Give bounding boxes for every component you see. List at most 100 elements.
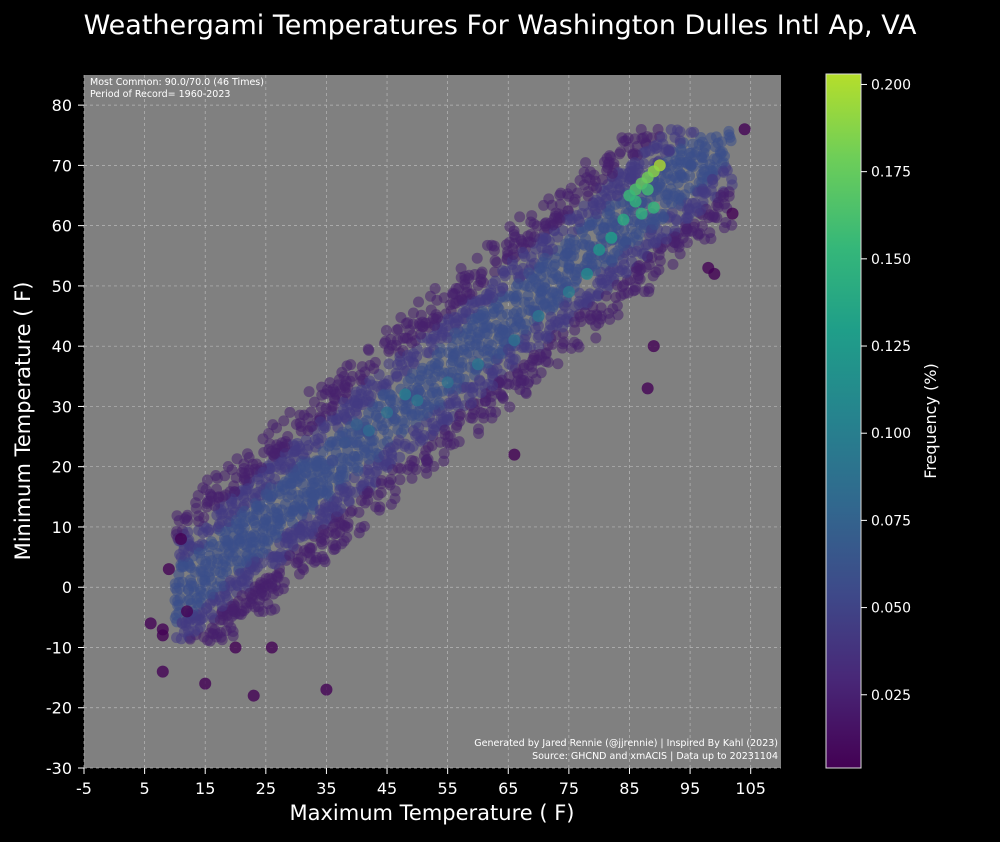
density-marker	[628, 161, 640, 173]
density-marker	[403, 355, 415, 367]
density-marker	[380, 378, 392, 390]
density-marker	[204, 598, 216, 610]
density-marker	[482, 357, 494, 369]
density-marker	[617, 240, 629, 252]
density-marker	[327, 521, 339, 533]
density-marker	[332, 505, 344, 517]
density-marker	[402, 375, 414, 387]
density-marker	[501, 378, 513, 390]
density-marker	[421, 346, 433, 358]
density-marker	[550, 269, 562, 281]
data-point	[399, 388, 412, 401]
density-marker	[381, 417, 393, 429]
density-marker	[207, 539, 219, 551]
density-marker	[478, 412, 490, 424]
density-marker	[300, 434, 312, 446]
density-marker	[351, 401, 363, 413]
x-tick-label: 35	[316, 779, 336, 798]
density-marker	[317, 471, 329, 483]
density-marker	[489, 275, 501, 287]
density-marker	[286, 532, 298, 544]
density-marker	[336, 462, 348, 474]
density-marker	[288, 439, 300, 451]
density-marker	[423, 364, 435, 376]
density-marker	[263, 428, 275, 440]
data-point	[326, 454, 339, 467]
density-marker	[172, 600, 184, 612]
density-marker	[324, 439, 336, 451]
data-point	[726, 207, 739, 220]
density-marker	[656, 131, 668, 143]
density-marker	[467, 387, 479, 399]
density-marker	[273, 514, 285, 526]
density-marker	[614, 148, 626, 160]
density-marker	[584, 241, 596, 253]
density-marker	[633, 269, 645, 281]
density-marker	[640, 239, 652, 251]
density-marker	[523, 267, 535, 279]
density-marker	[200, 484, 212, 496]
density-marker	[270, 532, 282, 544]
x-tick-label: 75	[559, 779, 579, 798]
y-tick-label: 80	[52, 96, 72, 115]
density-marker	[502, 344, 514, 356]
density-marker	[278, 415, 290, 427]
density-marker	[585, 252, 597, 264]
density-marker	[614, 175, 626, 187]
density-marker	[222, 534, 234, 546]
density-marker	[290, 524, 302, 536]
density-marker	[545, 311, 557, 323]
density-marker	[681, 212, 693, 224]
density-marker	[230, 518, 242, 530]
density-marker	[338, 535, 350, 547]
density-marker	[475, 387, 487, 399]
density-marker	[380, 324, 392, 336]
density-marker	[222, 461, 234, 473]
density-marker	[464, 412, 476, 424]
density-marker	[266, 445, 278, 457]
x-tick-label: 95	[680, 779, 700, 798]
data-point	[605, 231, 618, 244]
density-marker	[296, 509, 308, 521]
density-marker	[521, 342, 533, 354]
colorbar-label: Frequency (%)	[921, 363, 940, 478]
density-marker	[656, 213, 668, 225]
data-point	[593, 243, 606, 256]
density-marker	[592, 278, 604, 290]
density-marker	[448, 438, 460, 450]
density-marker	[543, 331, 555, 343]
density-marker	[605, 270, 617, 282]
density-marker	[316, 389, 328, 401]
density-marker	[514, 211, 526, 223]
density-marker	[371, 410, 383, 422]
density-marker	[432, 365, 444, 377]
density-marker	[397, 332, 409, 344]
density-marker	[471, 252, 483, 264]
density-marker	[620, 267, 632, 279]
density-marker	[266, 581, 278, 593]
density-marker	[282, 431, 294, 443]
density-marker	[363, 344, 375, 356]
density-marker	[203, 565, 215, 577]
density-marker	[279, 463, 291, 475]
density-marker	[260, 489, 272, 501]
density-marker	[260, 542, 272, 554]
density-marker	[232, 534, 244, 546]
density-marker	[472, 279, 484, 291]
density-marker	[306, 420, 318, 432]
density-marker	[663, 145, 675, 157]
density-marker	[372, 401, 384, 413]
density-marker	[454, 408, 466, 420]
density-marker	[407, 440, 419, 452]
density-marker	[695, 204, 707, 216]
density-marker	[308, 396, 320, 408]
density-marker	[298, 461, 310, 473]
density-marker	[665, 174, 677, 186]
colorbar-tick-label: 0.050	[871, 601, 911, 617]
density-marker	[249, 601, 261, 613]
density-marker	[353, 506, 365, 518]
density-marker	[179, 513, 191, 525]
density-marker	[395, 463, 407, 475]
density-marker	[343, 495, 355, 507]
data-point	[471, 358, 484, 371]
